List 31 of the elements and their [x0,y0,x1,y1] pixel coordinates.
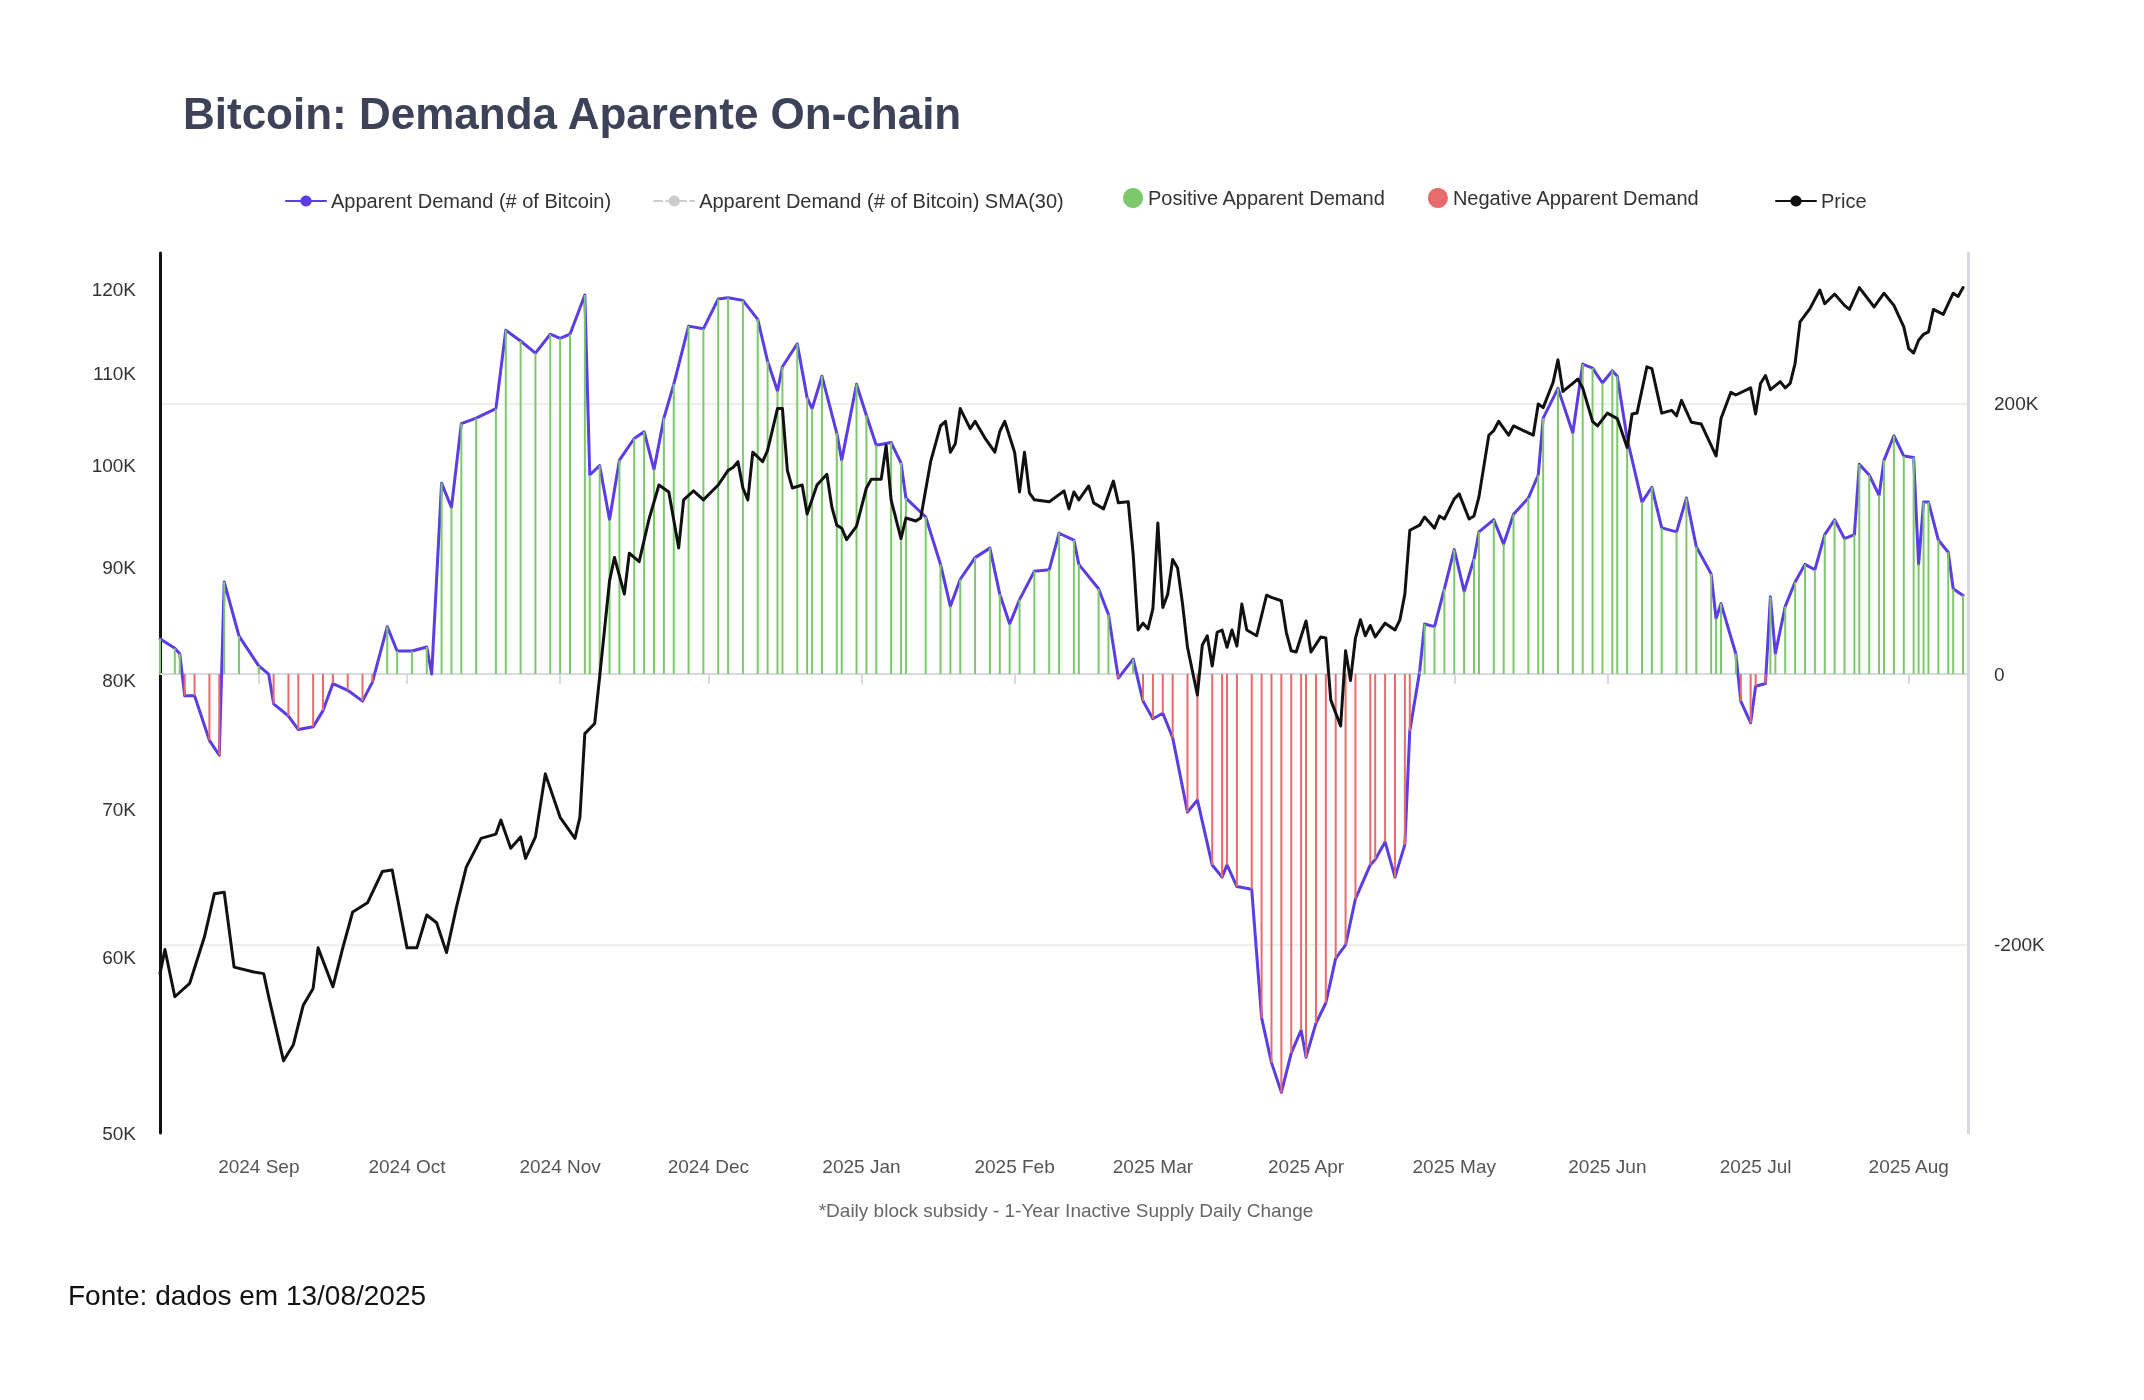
x-tick-label: 2025 Jun [1568,1156,1647,1177]
source-note: Fonte: dados em 13/08/2025 [68,1279,427,1311]
x-tick-label: 2025 May [1412,1156,1497,1177]
text: *Daily block subsidy - 1-Year Inactive Supply Daily Change [818,1199,1314,1221]
chart-title: Bitcoin: Demanda Aparente On-chain [183,88,962,138]
x-tick-label: 2025 Aug [1868,1156,1949,1177]
y2-tick-label: 0 [1994,663,2005,685]
y-tick-label: 60K [102,946,137,968]
y-tick-label: 90K [102,556,137,578]
legend-label: Price [1821,190,1867,212]
x-tick-label: 2024 Sep [218,1156,300,1177]
legend-label: Negative Apparent Demand [1452,187,1699,209]
x-tick-label: 2025 Feb [974,1156,1055,1177]
x-tick-label: 2024 Dec [667,1156,749,1177]
x-tick-label: 2025 Jul [1719,1156,1792,1177]
y-tick-label: 50K [102,1122,137,1144]
y-tick-label: 70K [102,798,137,820]
x-tick-label: 2025 Mar [1112,1156,1194,1177]
legend-label: Apparent Demand (# of Bitcoin) [331,190,612,212]
y-tick-label: 100K [91,455,137,477]
y-tick-label: 80K [102,669,137,691]
y-tick-label: 120K [91,279,137,301]
y2-tick-label: 200K [1994,392,2039,414]
legend-label: Positive Apparent Demand [1148,187,1385,209]
y-tick-label: 110K [93,363,137,385]
x-tick-label: 2024 Nov [519,1156,602,1177]
y2-tick-label: -200K [1994,934,2046,956]
x-tick-label: 2025 Jan [822,1156,901,1177]
x-tick-label: 2024 Oct [368,1156,447,1177]
x-tick-label: 2025 Apr [1268,1156,1345,1177]
legend-label: Apparent Demand (# of Bitcoin) SMA(30) [699,190,1064,212]
